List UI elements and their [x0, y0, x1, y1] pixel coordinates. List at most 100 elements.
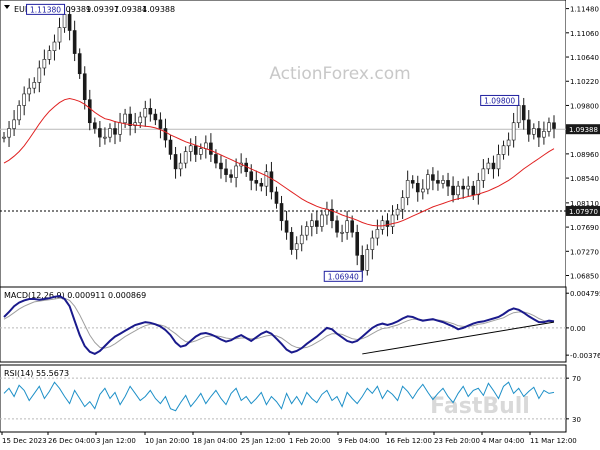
- price-candle-body: [22, 93, 26, 106]
- price-candle-body: [93, 122, 97, 129]
- price-candle-body: [390, 214, 395, 227]
- price-candle-body: [42, 59, 47, 69]
- price-candle-body: [552, 122, 556, 129]
- price-candle-body: [526, 119, 531, 135]
- macd-main-line: [3, 295, 555, 356]
- price-candle-body: [486, 162, 491, 170]
- time-tick-label: 15 Dec 2023: [2, 437, 47, 445]
- price-candle-body: [138, 116, 143, 124]
- price-tick-label: 1.08110: [570, 200, 599, 208]
- price-candle-body: [309, 220, 314, 227]
- price-watermark: ActionForex.com: [269, 64, 410, 84]
- rsi-line: [3, 381, 555, 412]
- price-candle-body: [52, 41, 57, 51]
- price-candle-body: [315, 220, 319, 227]
- price-candle-body: [128, 113, 132, 126]
- moving-average-line: [3, 97, 555, 227]
- annotation-label: 1.11380: [30, 5, 61, 14]
- price-candle-body: [294, 243, 299, 250]
- macd-tick-label: 0.00: [570, 325, 586, 333]
- macd-title: MACD(12,26,9) 0.000911 0.000869: [4, 291, 146, 300]
- price-candle-body: [426, 174, 430, 190]
- price-candle-body: [501, 145, 506, 155]
- price-tick-label: 1.10640: [570, 54, 599, 62]
- price-ohlc-open: 1.09389: [58, 5, 91, 14]
- time-tick-label: 18 Jan 04:00: [193, 437, 237, 445]
- price-candle-body: [269, 171, 274, 193]
- price-candle-body: [193, 145, 198, 155]
- price-candle-body: [37, 67, 42, 83]
- macd-tick-label: 0.004795: [570, 290, 600, 298]
- price-axis-tag: [566, 205, 600, 216]
- rsi-panel: RSI(14) 55.5673 FastBull 70 30: [0, 364, 581, 433]
- price-candle-body: [365, 249, 370, 271]
- price-series: [2, 6, 556, 278]
- price-candle-body: [547, 122, 551, 132]
- time-tick-label: 11 Mar 12:00: [530, 437, 577, 445]
- time-tick-label: 25 Jan 12:00: [241, 437, 285, 445]
- price-candle-body: [168, 139, 173, 155]
- price-axis-ticks: 1.11480 1.11060 1.10640 1.10220 1.09800 1.089…: [566, 6, 599, 281]
- price-axis-tag-label: 1.07970: [569, 208, 598, 216]
- price-tick-label: 1.11480: [570, 6, 599, 14]
- annotation-box: [26, 3, 66, 15]
- price-candle-body: [350, 220, 354, 233]
- rsi-tick-label: 30: [572, 416, 581, 424]
- price-candle-body: [471, 185, 476, 196]
- price-candle-body: [2, 136, 6, 139]
- price-panel-frame: [0, 0, 567, 288]
- price-tick-label: 1.09800: [570, 102, 599, 110]
- price-candle-body: [335, 220, 339, 233]
- price-tick-label: 1.06850: [570, 273, 599, 281]
- price-candle-body: [259, 182, 264, 187]
- price-candle-body: [72, 30, 77, 54]
- price-candle-body: [340, 231, 344, 234]
- price-candle-body: [7, 128, 11, 138]
- price-tick-label: 1.07690: [570, 224, 599, 232]
- price-candle-body: [108, 128, 112, 138]
- price-candle-body: [183, 151, 188, 164]
- price-candle-body: [355, 231, 360, 256]
- price-candle-body: [178, 162, 183, 170]
- macd-panel: MACD(12,26,9) 0.000911 0.000869 0.004795…: [0, 286, 600, 363]
- price-candle-body: [360, 255, 365, 271]
- price-candle-body: [98, 128, 102, 138]
- price-candle-body: [380, 220, 385, 230]
- price-panel: EURUSD,H4 1.09389 1.09397 1.09384 1.0938…: [0, 0, 600, 288]
- price-candle-body: [456, 185, 460, 196]
- price-candle-body: [405, 180, 410, 198]
- price-candle-body: [214, 154, 218, 164]
- price-candle-body: [103, 136, 107, 139]
- price-candle-body: [198, 148, 203, 155]
- price-candle-body: [219, 162, 223, 170]
- price-candle-body: [113, 128, 117, 135]
- price-candle-body: [249, 171, 254, 181]
- price-candle-body: [441, 180, 445, 184]
- annotation-label: 1.09800: [484, 96, 515, 105]
- price-candle-body: [521, 105, 526, 121]
- price-candle-body: [370, 237, 375, 250]
- price-candle-body: [87, 99, 92, 124]
- annotation-box: [323, 270, 363, 282]
- price-candle-body: [274, 191, 279, 204]
- price-candle-body: [506, 139, 511, 147]
- time-tick-label: 4 Mar 04:00: [482, 437, 524, 445]
- price-candle-body: [284, 220, 289, 233]
- price-tick-label: 1.07270: [570, 248, 599, 256]
- price-candle-body: [466, 185, 471, 190]
- price-candle-body: [27, 87, 32, 95]
- price-candle-body: [431, 174, 435, 181]
- collapse-triangle-icon[interactable]: [4, 5, 10, 9]
- price-candle-body: [421, 188, 425, 193]
- price-candle-body: [224, 168, 228, 175]
- price-candle-body: [537, 128, 541, 138]
- price-candle-body: [330, 208, 334, 222]
- price-axis: [566, 0, 600, 287]
- price-tick-label: 1.11060: [570, 30, 599, 38]
- rsi-title: RSI(14) 55.5673: [4, 369, 69, 378]
- macd-signal-line: [3, 297, 554, 349]
- price-ohlc-high: 1.09397: [86, 5, 119, 14]
- time-axis: 15 Dec 2023 26 Dec 04:00 3 Jan 12:00 10 Jan…: [1, 432, 577, 445]
- price-candle-body: [511, 122, 516, 141]
